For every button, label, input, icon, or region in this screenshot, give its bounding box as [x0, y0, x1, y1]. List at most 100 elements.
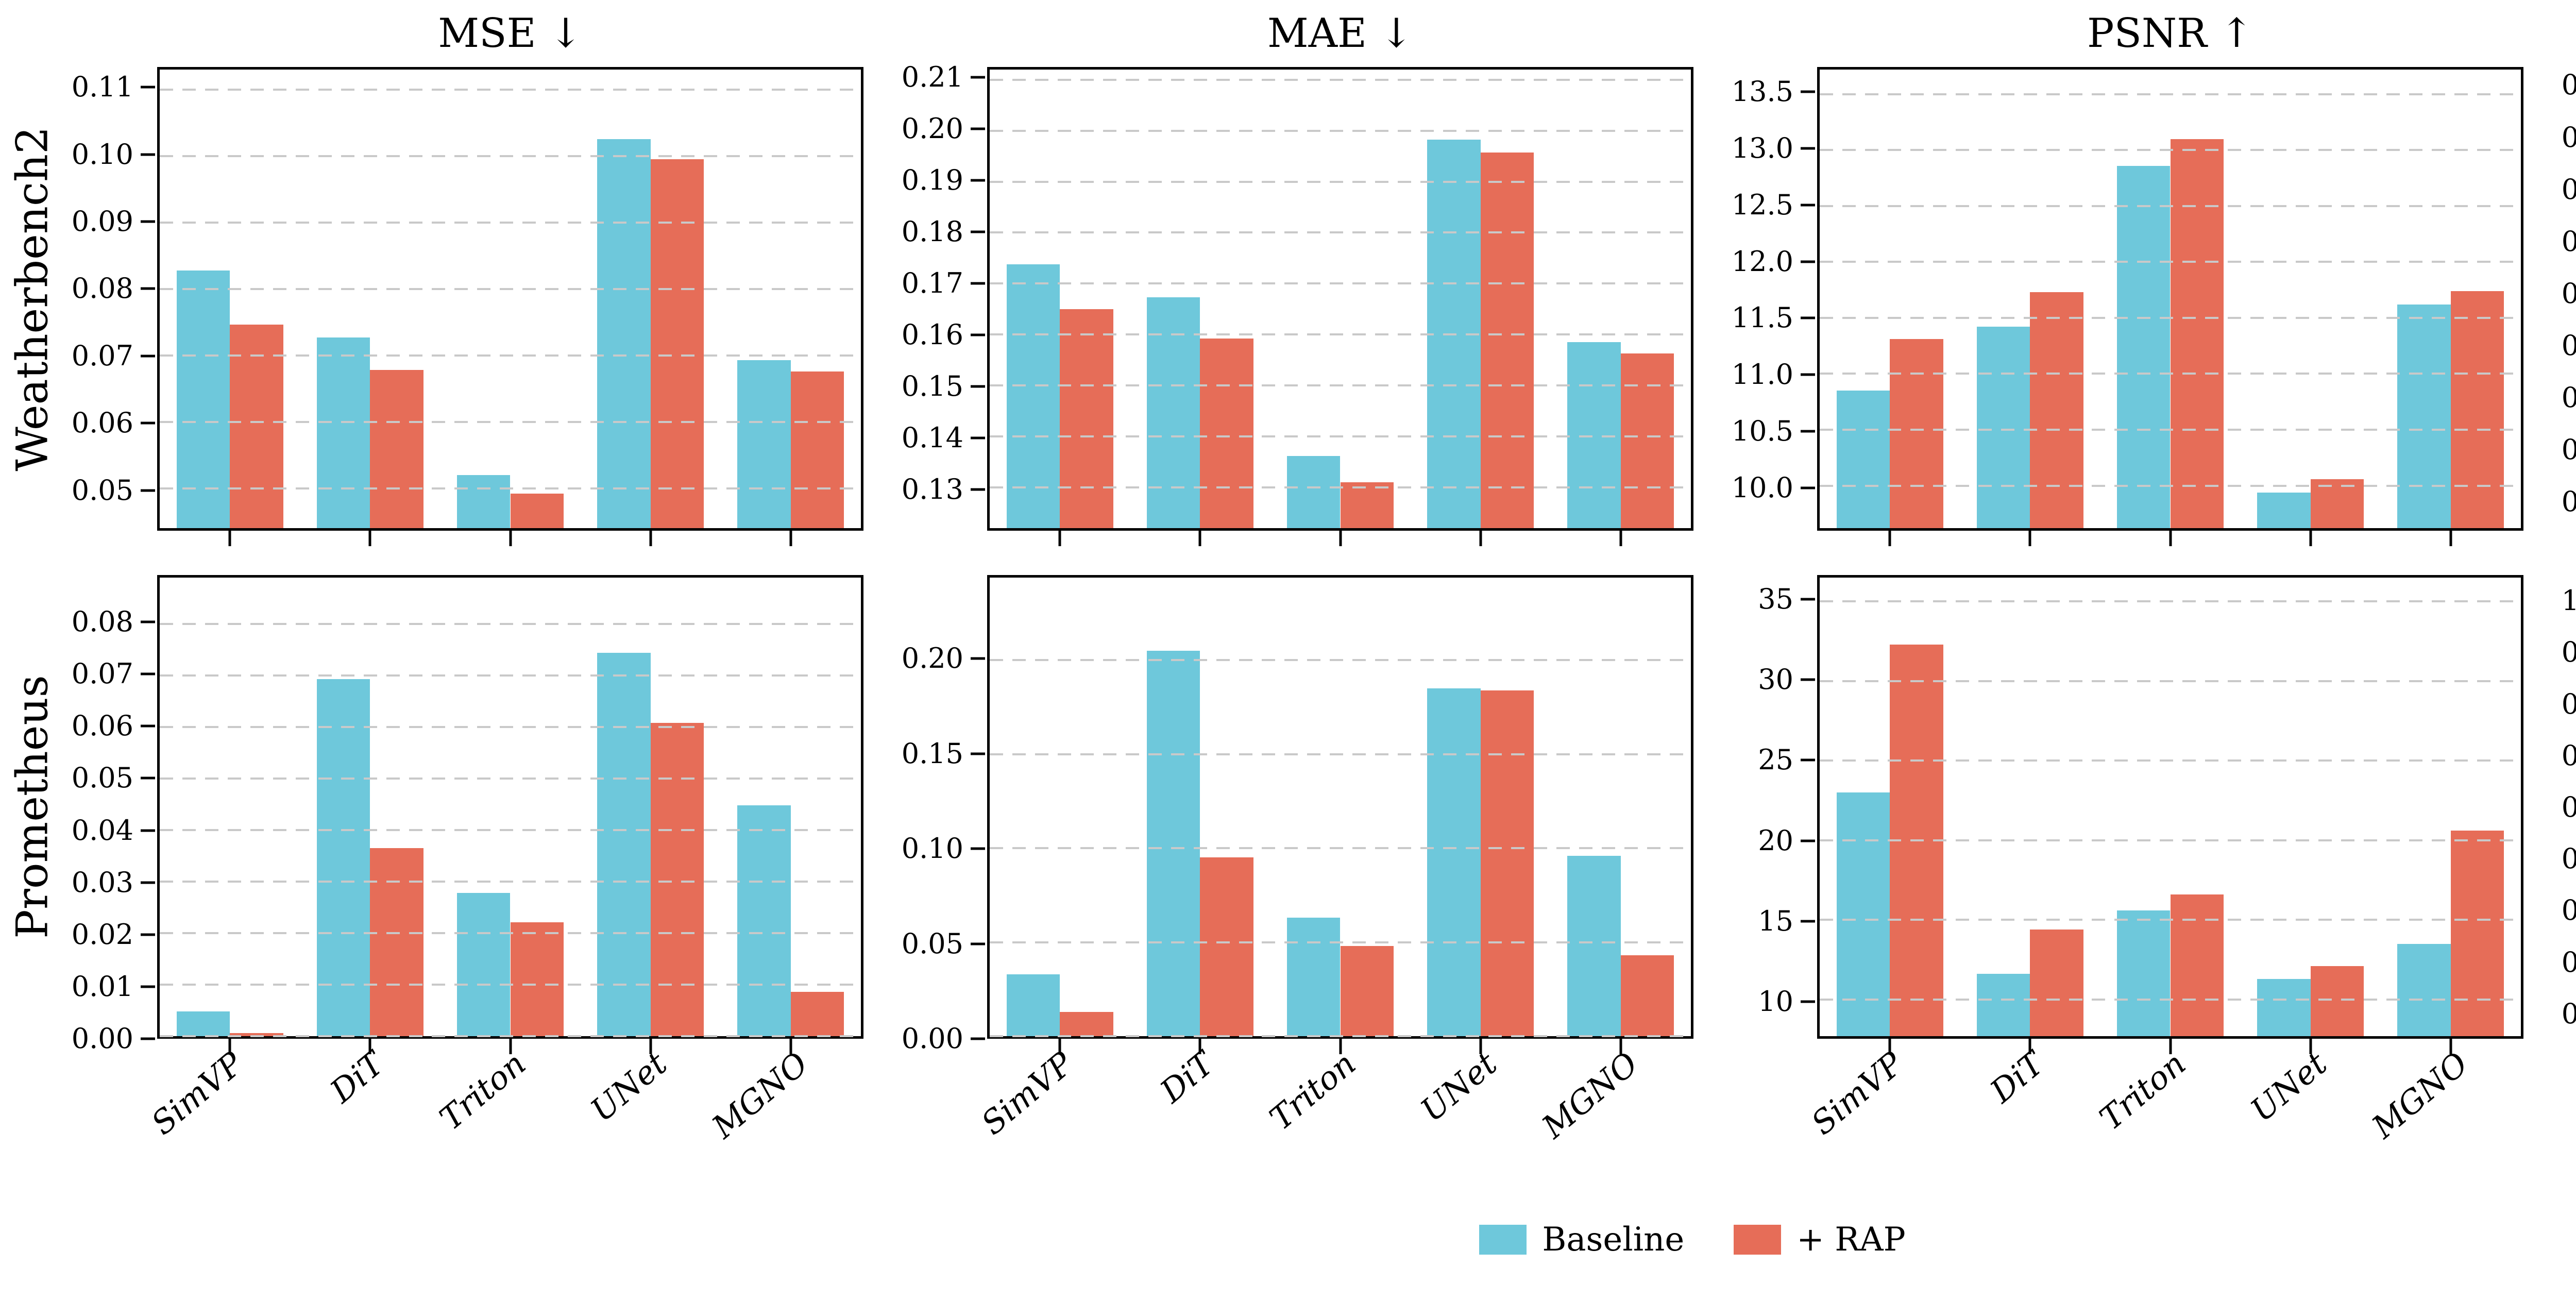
- bar-rap-triton: [2170, 139, 2224, 528]
- y-tick-label: 0.16: [901, 318, 963, 351]
- x-label-dit: DiT: [323, 1044, 392, 1110]
- x-label-mgno: MGNO: [704, 1044, 815, 1146]
- bar-baseline-dit: [316, 679, 370, 1036]
- x-tick-mark: [2169, 1039, 2172, 1054]
- y-tick-label: 1.00: [2561, 584, 2576, 617]
- y-tick-mark: [141, 220, 155, 223]
- bar-rap-unet: [1480, 690, 1534, 1036]
- x-tick-mark: [1888, 1039, 1891, 1054]
- x-tick-mark: [1339, 1039, 1342, 1054]
- row-label-weatherbench2: Weatherbench2: [7, 126, 58, 471]
- y-tick-label: 0.18: [901, 215, 963, 248]
- gridline: [1820, 484, 2521, 487]
- y-tick-label: 0.60: [2561, 997, 2576, 1030]
- gridline: [990, 129, 1691, 132]
- y-tick-mark: [1801, 430, 1815, 433]
- subplot-prometheus-psnr: 10 15 20 25 30 35: [1724, 575, 2554, 1054]
- gridline: [160, 487, 861, 489]
- x-tick-mark: [2028, 1039, 2031, 1054]
- y-tick-label: 0.56: [2561, 381, 2576, 414]
- y-tick-mark: [141, 153, 155, 156]
- bar-baseline-dit: [1146, 651, 1200, 1036]
- bar-rap-mgno: [2450, 291, 2504, 528]
- y-tick-label: 0.10: [71, 138, 133, 171]
- titles-row: MSE ↓ MAE ↓ PSNR ↑ SSIM ↑: [0, 0, 2576, 67]
- y-tick-label: 0.68: [2561, 69, 2576, 102]
- y-tick-mark: [1801, 486, 1815, 489]
- bar-rap-dit: [2030, 929, 2083, 1036]
- y-tick-label: 0.08: [71, 272, 133, 305]
- y-tick-mark: [971, 942, 985, 945]
- y-tick-label: 20: [1758, 824, 1793, 857]
- subplot-prometheus-ssim: 0.60 0.65 0.70 0.75 0.80 0.85 0.90 0.95 1.00: [2554, 575, 2576, 1039]
- baseline-color-swatch: [1479, 1224, 1527, 1255]
- y-axis: 10.0 10.5 11.0 11.5 12.0 12.5 13.0 13.5: [1724, 67, 1817, 531]
- x-tick-mark: [789, 1039, 792, 1054]
- bar-rap-unet: [1480, 153, 1534, 528]
- y-tick-mark: [141, 672, 155, 675]
- gridline: [990, 180, 1691, 183]
- gridline: [1820, 680, 2521, 682]
- subplot-weatherbench2-mse: 0.05 0.06 0.07 0.08 0.09 0.10 0.11: [64, 67, 894, 546]
- x-tick-mark: [2449, 531, 2452, 546]
- x-label-triton: Triton: [1262, 1044, 1363, 1138]
- plot-area: [987, 67, 1693, 546]
- subplot-weatherbench2-mae: 0.13 0.14 0.15 0.16 0.17 0.18 0.19 0.20 0.21: [894, 63, 1724, 546]
- x-tick-mark: [228, 531, 231, 546]
- x-tick-mark: [368, 1039, 371, 1054]
- gridline: [990, 384, 1691, 387]
- bar-baseline-triton: [1287, 918, 1341, 1036]
- gridline: [1820, 919, 2521, 921]
- y-tick-label: 0.07: [71, 657, 133, 690]
- gridline: [160, 420, 861, 423]
- x-label-mgno: MGNO: [2364, 1044, 2475, 1146]
- x-tick-mark: [228, 1039, 231, 1054]
- bar-rap-mgno: [790, 371, 844, 528]
- bar-rap-triton: [510, 493, 564, 528]
- y-tick-label: 0.21: [901, 60, 963, 93]
- legend-label-baseline: Baseline: [1542, 1220, 1685, 1259]
- y-tick-label: 0.06: [71, 407, 133, 440]
- bar-baseline-dit: [316, 337, 370, 528]
- plot-area: [1817, 67, 2523, 546]
- rap-color-swatch: [1734, 1224, 1782, 1255]
- y-tick-mark: [971, 385, 985, 388]
- gridline: [160, 623, 861, 625]
- y-axis: 0.13 0.14 0.15 0.16 0.17 0.18 0.19 0.20 0.21: [894, 63, 987, 531]
- gridline: [160, 354, 861, 357]
- bar-baseline-dit: [1146, 297, 1200, 528]
- x-tick-mark: [2028, 531, 2031, 546]
- gridline: [990, 659, 1691, 662]
- y-tick-mark: [141, 354, 155, 358]
- bar-rap-unet: [2310, 479, 2364, 528]
- y-tick-mark: [141, 86, 155, 89]
- y-tick-mark: [971, 179, 985, 182]
- x-tick-mark: [1198, 1039, 1201, 1054]
- y-tick-mark: [971, 230, 985, 233]
- bar-rap-simvp: [1890, 339, 1943, 528]
- y-tick-mark: [971, 1037, 985, 1040]
- y-tick-label: 15: [1758, 904, 1793, 937]
- x-tick-mark: [1058, 531, 1061, 546]
- y-tick-mark: [141, 724, 155, 728]
- y-tick-mark: [971, 76, 985, 79]
- x-tick-mark: [2309, 1039, 2312, 1054]
- bar-baseline-unet: [597, 653, 651, 1036]
- y-tick-label: 0.04: [71, 814, 133, 847]
- x-label-unet: UNet: [583, 1044, 674, 1129]
- gridline: [1820, 261, 2521, 263]
- bar-rap-dit: [1200, 857, 1253, 1036]
- y-axis: 0.00 0.05 0.10 0.15 0.20: [894, 575, 987, 1053]
- gridline: [160, 288, 861, 290]
- x-label-simvp: SimVP: [1804, 1044, 1910, 1142]
- x-tick-mark: [368, 531, 371, 546]
- y-tick-mark: [1801, 758, 1815, 762]
- y-tick-label: 0.15: [901, 737, 963, 770]
- y-tick-label: 25: [1758, 744, 1793, 776]
- gridline: [1820, 998, 2521, 1001]
- x-labels-cell: SimVP DiT Triton UNet MGNO: [64, 1039, 894, 1178]
- x-labels: SimVP DiT Triton UNet MGNO: [1804, 1039, 2523, 1178]
- bar-baseline-simvp: [176, 270, 230, 528]
- row-label-gutter: [0, 1039, 64, 1178]
- gridline: [160, 778, 861, 780]
